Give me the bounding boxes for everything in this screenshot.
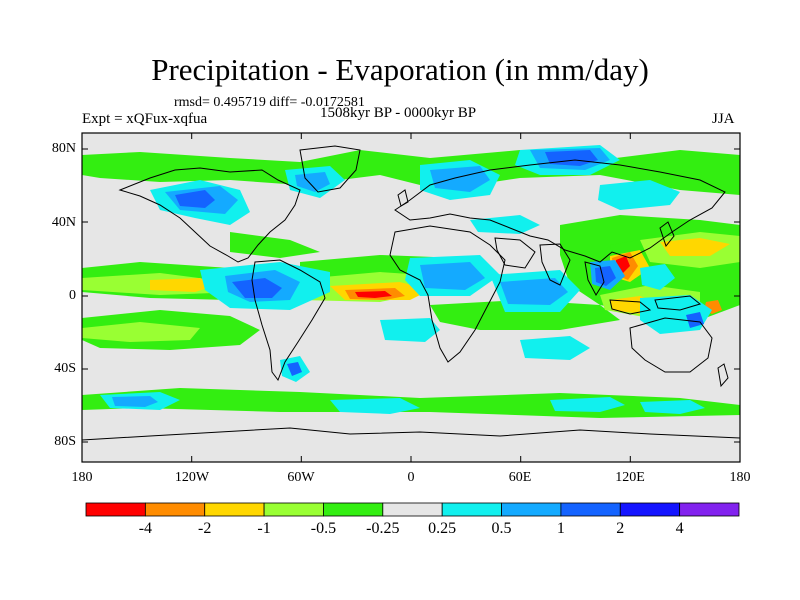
colorbar-label: -4 <box>138 520 153 537</box>
coastline <box>389 225 506 363</box>
anomaly-patch-lightblue <box>430 166 490 192</box>
anomaly-patch-red <box>355 291 392 298</box>
anomaly-field <box>82 145 740 418</box>
anomaly-patch-yellow <box>150 278 215 292</box>
colorbar-swatch <box>560 502 621 517</box>
lat-label-40n: 40N <box>51 215 76 230</box>
anomaly-patch-green <box>430 300 620 330</box>
anomaly-patch-yellow <box>660 238 730 256</box>
lon-label-60e: 60E <box>508 470 532 485</box>
coastline <box>394 159 726 263</box>
lon-label-180e: 180 <box>729 470 751 485</box>
anomaly-patch-cyan <box>640 264 675 290</box>
anomaly-patch-blue <box>686 312 704 328</box>
lon-label-60w: 60W <box>287 470 315 485</box>
colorbar-swatch <box>679 502 740 517</box>
anomaly-patch-blue <box>175 190 215 208</box>
colorbar-swatch <box>263 502 324 517</box>
anomaly-patch-blue <box>287 362 302 376</box>
stats-line: rmsd= 0.495719 diff= -0.0172581 <box>174 95 365 110</box>
colorbar <box>85 502 740 517</box>
coastlines <box>82 145 740 462</box>
colorbar-swatch <box>382 502 443 517</box>
coastline <box>397 189 409 207</box>
coastline <box>251 259 326 382</box>
axis-ticks <box>81 133 741 462</box>
coastline <box>609 299 652 315</box>
colorbar-label: 0.5 <box>491 520 512 537</box>
coastline <box>539 243 571 286</box>
map-panel <box>81 132 741 463</box>
lat-label-40s: 40S <box>54 361 76 376</box>
coastline <box>584 261 605 297</box>
coastline <box>717 363 729 388</box>
lat-label-80n: 80N <box>51 141 76 156</box>
anomaly-patch-lime <box>82 322 200 342</box>
anomaly-patch-cyan <box>380 318 440 342</box>
colorbar-swatch <box>501 502 562 517</box>
lat-label-0: 0 <box>69 288 76 303</box>
colorbar-label: 2 <box>616 520 625 537</box>
season-label: JJA <box>712 111 735 127</box>
anomaly-patch-lightblue <box>295 172 330 192</box>
anomaly-patch-cyan <box>330 398 420 414</box>
colorbar-label: -2 <box>198 520 212 537</box>
colorbar-swatch <box>441 502 502 517</box>
anomaly-patch-lightblue <box>420 262 485 290</box>
colorbar-swatch <box>323 502 384 517</box>
anomaly-patch-cyan <box>550 397 625 412</box>
colorbar-label: -0.5 <box>310 520 337 537</box>
colorbar-swatch <box>85 502 146 517</box>
colorbar-swatch <box>144 502 206 517</box>
anomaly-patch-blue <box>595 266 616 286</box>
colorbar-label: 0.25 <box>428 520 457 537</box>
coastline <box>299 145 361 193</box>
colorbar-swatch <box>204 502 265 517</box>
anomaly-patch-blue <box>232 278 282 298</box>
anomaly-patch-cyan <box>640 400 705 414</box>
colorbar-label: 1 <box>556 520 565 537</box>
coastline <box>659 221 675 248</box>
colorbar-label: 4 <box>675 520 684 537</box>
coastline <box>82 427 740 462</box>
lat-label-80s: 80S <box>54 434 76 449</box>
period-label: 1508kyr BP - 0000kyr BP <box>320 105 477 121</box>
coastline <box>654 295 702 311</box>
anomaly-patch-lightblue <box>500 278 568 305</box>
lon-label-0: 0 <box>407 470 415 485</box>
figure-title: Precipitation - Evaporation (in mm/day) <box>151 52 649 87</box>
coastline <box>494 237 536 269</box>
colorbar-label: -0.25 <box>366 520 400 537</box>
coastline <box>629 317 713 373</box>
lon-label-120w: 120W <box>174 470 210 485</box>
coastline <box>118 167 301 263</box>
anomaly-patch-cyan <box>598 180 680 210</box>
lon-label-180w: 180 <box>71 470 93 485</box>
experiment-label: Expt = xQFux-xqfua <box>82 111 208 127</box>
anomaly-patch-cyan <box>520 336 590 360</box>
lon-label-120e: 120E <box>615 470 645 485</box>
colorbar-swatch <box>619 502 681 517</box>
anomaly-patch-lightblue <box>112 396 158 407</box>
colorbar-label: -1 <box>257 520 271 537</box>
